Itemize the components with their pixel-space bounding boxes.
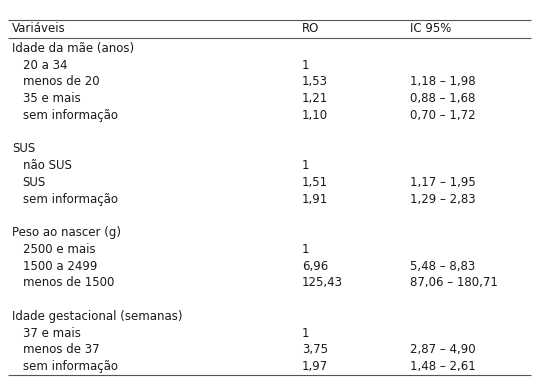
Text: Idade gestacional (semanas): Idade gestacional (semanas) — [12, 310, 182, 323]
Text: 1,53: 1,53 — [302, 75, 328, 89]
Text: 37 e mais: 37 e mais — [23, 326, 80, 340]
Text: Variáveis: Variáveis — [12, 22, 66, 35]
Text: 1,51: 1,51 — [302, 176, 328, 189]
Text: 1,97: 1,97 — [302, 360, 328, 373]
Text: 125,43: 125,43 — [302, 276, 343, 290]
Text: menos de 37: menos de 37 — [23, 343, 99, 357]
Text: RO: RO — [302, 22, 319, 35]
Text: 20 a 34: 20 a 34 — [23, 59, 67, 72]
Text: 1,17 – 1,95: 1,17 – 1,95 — [410, 176, 475, 189]
Text: 1: 1 — [302, 159, 309, 172]
Text: 87,06 – 180,71: 87,06 – 180,71 — [410, 276, 497, 290]
Text: SUS: SUS — [12, 142, 35, 156]
Text: 6,96: 6,96 — [302, 259, 328, 273]
Text: 1: 1 — [302, 326, 309, 340]
Text: SUS: SUS — [23, 176, 46, 189]
Text: 1,10: 1,10 — [302, 109, 328, 122]
Text: 1,21: 1,21 — [302, 92, 328, 105]
Text: 0,88 – 1,68: 0,88 – 1,68 — [410, 92, 475, 105]
Text: 1,18 – 1,98: 1,18 – 1,98 — [410, 75, 475, 89]
Text: 35 e mais: 35 e mais — [23, 92, 80, 105]
Text: 2500 e mais: 2500 e mais — [23, 243, 95, 256]
Text: 5,48 – 8,83: 5,48 – 8,83 — [410, 259, 475, 273]
Text: 1500 a 2499: 1500 a 2499 — [23, 259, 97, 273]
Text: menos de 20: menos de 20 — [23, 75, 99, 89]
Text: 1,48 – 2,61: 1,48 – 2,61 — [410, 360, 475, 373]
Text: 1: 1 — [302, 59, 309, 72]
Text: sem informação: sem informação — [23, 360, 118, 373]
Text: 3,75: 3,75 — [302, 343, 328, 357]
Text: menos de 1500: menos de 1500 — [23, 276, 114, 290]
Text: IC 95%: IC 95% — [410, 22, 451, 35]
Text: não SUS: não SUS — [23, 159, 72, 172]
Text: 1,91: 1,91 — [302, 192, 328, 206]
Text: 1,29 – 2,83: 1,29 – 2,83 — [410, 192, 475, 206]
Text: 1: 1 — [302, 243, 309, 256]
Text: sem informação: sem informação — [23, 192, 118, 206]
Text: 0,70 – 1,72: 0,70 – 1,72 — [410, 109, 475, 122]
Text: sem informação: sem informação — [23, 109, 118, 122]
Text: 2,87 – 4,90: 2,87 – 4,90 — [410, 343, 475, 357]
Text: Peso ao nascer (g): Peso ao nascer (g) — [12, 226, 121, 239]
Text: Idade da mãe (anos): Idade da mãe (anos) — [12, 42, 134, 55]
